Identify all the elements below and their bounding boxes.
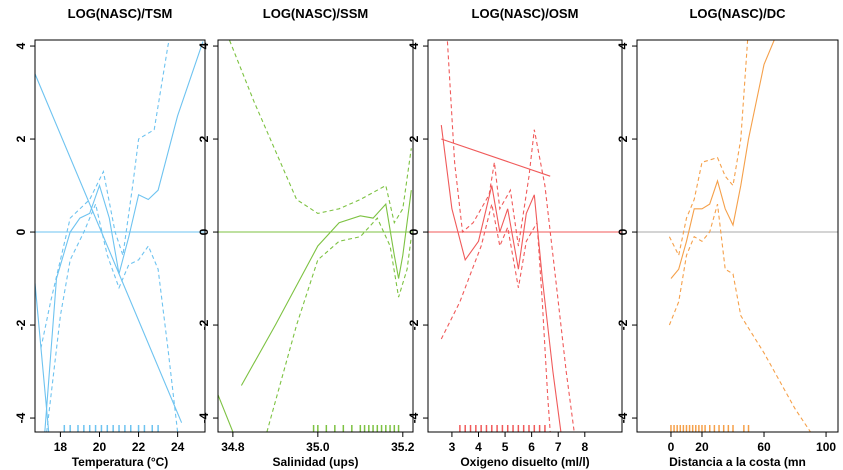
series-line <box>266 217 412 432</box>
y-tick-label: -2 <box>407 319 421 330</box>
x-tick-label: 100 <box>816 440 836 454</box>
series-line <box>40 40 170 349</box>
series-line <box>670 40 775 279</box>
y-tick-label: 0 <box>616 228 630 235</box>
plot <box>35 40 205 432</box>
chart-title: LOG(NASC)/TSM <box>68 6 173 21</box>
x-tick-label: 0 <box>668 440 675 454</box>
plot-frame <box>34 39 206 433</box>
plot <box>428 40 622 432</box>
series-line <box>218 394 234 432</box>
x-tick-label: 22 <box>132 440 146 454</box>
x-tick-label: 8 <box>581 440 588 454</box>
y-tick-label: 2 <box>197 135 211 142</box>
y-tick-label: 2 <box>616 135 630 142</box>
y-tick-label: -4 <box>197 412 211 423</box>
series-line <box>228 40 412 225</box>
plot <box>637 40 838 432</box>
y-tick-label: 4 <box>407 42 421 49</box>
plot-frame <box>427 39 623 433</box>
panel: LOG(NASC)/DC Distancia a la costa (mn -4 -2… <box>616 6 839 469</box>
x-tick-label: 5 <box>502 440 509 454</box>
series-line <box>440 203 551 432</box>
series-line <box>668 203 811 432</box>
series-line <box>668 40 749 257</box>
y-tick-label: -4 <box>616 412 630 423</box>
x-tick-label: 18 <box>54 440 68 454</box>
x-tick-label: 24 <box>171 440 185 454</box>
x-tick-label: 34.8 <box>221 440 245 454</box>
x-tick-label: 60 <box>757 440 771 454</box>
x-tick-label: 35.2 <box>391 440 415 454</box>
y-tick-label: 4 <box>616 42 630 49</box>
x-axis-label: Oxigeno disuelto (ml/l) <box>460 455 589 469</box>
plot <box>218 40 413 432</box>
x-tick-label: 6 <box>528 440 535 454</box>
series-line <box>240 190 412 386</box>
series-line <box>441 138 551 177</box>
chart-title: LOG(NASC)/OSM <box>472 6 579 21</box>
series-line <box>44 41 204 432</box>
x-axis-label: Distancia a la costa (mn <box>669 455 806 469</box>
x-tick-label: 20 <box>695 440 709 454</box>
y-tick-label: 2 <box>407 135 421 142</box>
x-tick-label: 3 <box>449 440 456 454</box>
series-line <box>46 202 179 432</box>
series-line <box>35 73 183 423</box>
x-tick-label: 20 <box>93 440 107 454</box>
series-line <box>446 40 575 432</box>
y-tick-label: 4 <box>197 42 211 49</box>
x-axis-label: Salinidad (ups) <box>272 455 358 469</box>
plot-frame <box>217 39 414 433</box>
x-tick-label: 35.0 <box>306 440 330 454</box>
panel: LOG(NASC)/OSM Oxigeno disuelto (ml/l) -4 -2… <box>407 6 623 469</box>
x-tick-label: 7 <box>555 440 562 454</box>
y-tick-label: -4 <box>407 412 421 423</box>
x-axis-label: Temperatura (°C) <box>72 455 169 469</box>
y-tick-label: 2 <box>14 135 28 142</box>
plot-frame <box>636 39 839 433</box>
y-tick-label: 4 <box>14 42 28 49</box>
y-tick-label: 0 <box>407 228 421 235</box>
y-tick-label: -2 <box>14 319 28 330</box>
x-tick-label: 4 <box>475 440 482 454</box>
chart-title: LOG(NASC)/DC <box>689 6 786 21</box>
y-tick-label: -2 <box>197 319 211 330</box>
y-tick-label: -2 <box>616 319 630 330</box>
y-tick-label: 0 <box>14 228 28 235</box>
y-tick-label: -4 <box>14 412 28 423</box>
y-tick-label: 0 <box>197 228 211 235</box>
panel: LOG(NASC)/SSM Salinidad (ups) -4 -2 0 2 4 34.8 3… <box>197 6 415 469</box>
series-line <box>35 283 50 432</box>
chart-title: LOG(NASC)/SSM <box>263 6 368 21</box>
series-line <box>440 125 562 432</box>
